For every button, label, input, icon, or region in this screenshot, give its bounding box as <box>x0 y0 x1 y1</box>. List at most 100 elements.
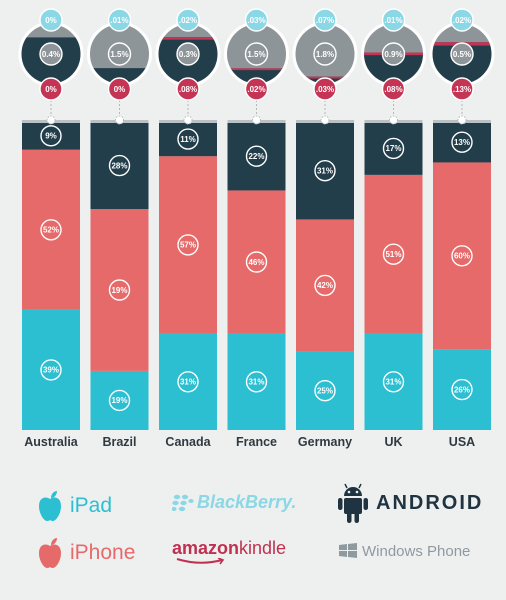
label-blackberry-germany: .07% <box>316 16 334 25</box>
label-android-uk: 17% <box>385 144 401 153</box>
label-ipad-usa-bg <box>451 378 473 401</box>
label-kindle-france: .02% <box>247 85 265 94</box>
label-iphone-france: 46% <box>248 258 264 267</box>
label-kindle-usa: .13% <box>453 85 471 94</box>
label-ipad-uk: 31% <box>385 378 401 387</box>
label-blackberry-germany-bg <box>313 8 337 32</box>
label-ipad-brazil-bg <box>108 389 131 412</box>
label-windowsphone-australia-bg <box>39 42 63 66</box>
label-android-canada: 11% <box>180 135 196 144</box>
label-android-uk-bg <box>382 137 405 160</box>
label-kindle-canada: .08% <box>179 85 197 94</box>
label-ipad-australia: 39% <box>43 366 59 375</box>
label-iphone-usa-bg <box>451 245 473 267</box>
tick-label-canada: Canada <box>165 435 211 449</box>
tick-label-usa: USA <box>449 435 475 449</box>
connector-dot-france <box>252 115 261 125</box>
label-iphone-uk: 51% <box>385 250 401 259</box>
label-android-usa: 13% <box>454 138 470 147</box>
label-blackberry-uk-bg <box>381 8 406 32</box>
label-iphone-germany: 42% <box>317 281 333 290</box>
label-ipad-australia-bg <box>40 359 62 381</box>
label-iphone-brazil-bg <box>108 279 131 301</box>
tick-label-australia: Australia <box>24 435 79 449</box>
label-android-germany: 31% <box>317 167 333 176</box>
label-kindle-usa-bg <box>450 77 474 101</box>
connector-dot-germany <box>320 115 330 125</box>
connector-dot-usa <box>457 115 467 125</box>
android-robot-icon <box>338 483 368 523</box>
label-windowsphone-germany: 1.8% <box>316 50 334 59</box>
label-iphone-brazil: 19% <box>111 286 127 295</box>
label-iphone-usa: 60% <box>454 252 470 261</box>
amazon-kindle-wordmark: amazonkindle <box>172 538 286 565</box>
label-android-france-bg <box>245 145 268 167</box>
label-windowsphone-france: 1.5% <box>247 50 265 59</box>
windows-logo-icon <box>339 543 357 558</box>
label-android-germany-bg <box>314 160 336 182</box>
label-ipad-brazil: 19% <box>111 396 127 405</box>
connector-dot-canada <box>183 115 193 125</box>
label-windowsphone-usa-bg <box>450 42 474 66</box>
label-windowsphone-canada-bg <box>176 42 200 66</box>
label-windowsphone-uk-bg <box>381 42 406 66</box>
zoom-inset-germany <box>294 23 356 85</box>
label-blackberry-canada-bg <box>176 8 200 32</box>
label-ipad-canada-bg <box>177 371 199 393</box>
legend: iPad BlackBerry. <box>0 470 506 600</box>
label-kindle-brazil-bg <box>107 77 132 101</box>
stacked-bar-chart: 39% 52% 9% 0.4% 0% 0% Australia 19% 19% 28% 1.5% .0… <box>18 8 495 449</box>
label-iphone-germany-bg <box>314 274 336 297</box>
label-iphone-australia: 52% <box>43 226 59 235</box>
label-blackberry-brazil-bg <box>107 8 132 32</box>
zoom-kindle-france <box>225 68 288 71</box>
label-ipad-germany: 25% <box>317 387 333 396</box>
label-blackberry-usa: .02% <box>453 16 471 25</box>
label-iphone-uk-bg <box>382 243 405 265</box>
legend-kindle-label-a: amazon <box>172 538 240 558</box>
label-iphone-france-bg <box>245 251 268 273</box>
label-blackberry-australia-bg <box>39 8 63 32</box>
label-android-brazil: 28% <box>111 161 127 170</box>
apple-logo-icon <box>39 491 61 521</box>
zoom-kindle-canada <box>157 37 219 40</box>
apple-logo-icon <box>39 538 61 568</box>
label-windowsphone-brazil-bg <box>107 42 132 66</box>
label-android-australia: 9% <box>45 132 57 141</box>
label-android-brazil-bg <box>108 154 131 177</box>
tick-label-uk: UK <box>384 435 402 449</box>
label-kindle-uk: .08% <box>384 85 402 94</box>
label-kindle-canada-bg <box>176 77 200 101</box>
zoom-windowsphone-usa <box>431 25 493 43</box>
label-iphone-canada: 57% <box>180 241 196 250</box>
legend-blackberry-label: BlackBerry. <box>197 492 297 512</box>
label-ipad-usa: 26% <box>454 385 470 394</box>
label-kindle-brazil: 0% <box>114 85 126 94</box>
label-ipad-france-bg <box>245 371 268 393</box>
label-iphone-australia-bg <box>40 219 62 241</box>
label-windowsphone-canada: 0.3% <box>179 50 197 59</box>
label-android-australia-bg <box>40 125 62 147</box>
connector-dot-australia <box>46 115 56 125</box>
label-kindle-germany: .03% <box>316 85 334 94</box>
label-blackberry-brazil: .01% <box>110 16 128 25</box>
label-blackberry-france-bg <box>244 8 269 32</box>
connector-dot-brazil <box>115 115 124 125</box>
tick-label-france: France <box>236 435 277 449</box>
label-windowsphone-uk: 0.9% <box>384 50 402 59</box>
label-blackberry-canada: .02% <box>179 16 197 25</box>
label-android-france: 22% <box>248 152 264 161</box>
amazon-smile-icon <box>176 558 225 565</box>
label-windowsphone-usa: 0.5% <box>453 50 471 59</box>
tick-label-germany: Germany <box>298 435 352 449</box>
label-blackberry-france: .03% <box>247 16 265 25</box>
legend-ipad: iPad <box>36 490 112 522</box>
label-iphone-canada-bg <box>177 234 199 256</box>
label-blackberry-usa-bg <box>450 8 474 32</box>
legend-kindle: amazonkindle <box>172 538 286 565</box>
label-android-usa-bg <box>451 131 473 153</box>
label-ipad-canada: 31% <box>180 378 196 387</box>
label-windowsphone-brazil: 1.5% <box>110 50 128 59</box>
label-kindle-uk-bg <box>381 77 406 101</box>
label-kindle-australia-bg <box>39 77 63 101</box>
